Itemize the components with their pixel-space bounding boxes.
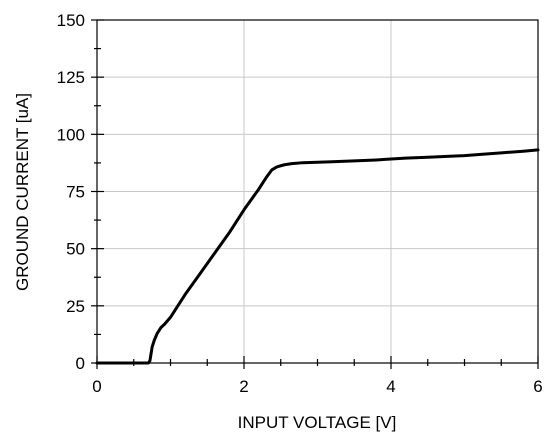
y-axis-title: GROUND CURRENT [uA]: [13, 93, 32, 291]
x-tick-label: 6: [533, 377, 542, 396]
y-tick-label: 50: [66, 240, 85, 259]
y-tick-label: 0: [76, 354, 85, 373]
x-tick-labels: 0 2 4 6: [92, 377, 542, 396]
y-tick-label: 100: [57, 125, 85, 144]
x-tick-label: 0: [92, 377, 101, 396]
y-tick-label: 125: [57, 68, 85, 87]
axis-ticks: [91, 19, 539, 369]
y-tick-label: 75: [66, 183, 85, 202]
x-tick-label: 4: [386, 377, 395, 396]
x-tick-label: 2: [239, 377, 248, 396]
x-axis-title: INPUT VOLTAGE [V]: [238, 413, 397, 432]
y-tick-label: 150: [57, 11, 85, 30]
y-tick-labels: 0 25 50 75 100 125 150: [57, 11, 85, 373]
grid-lines: [97, 20, 538, 363]
y-tick-label: 25: [66, 297, 85, 316]
plot-frame: [96, 19, 539, 364]
ground-current-line: [95, 148, 540, 365]
